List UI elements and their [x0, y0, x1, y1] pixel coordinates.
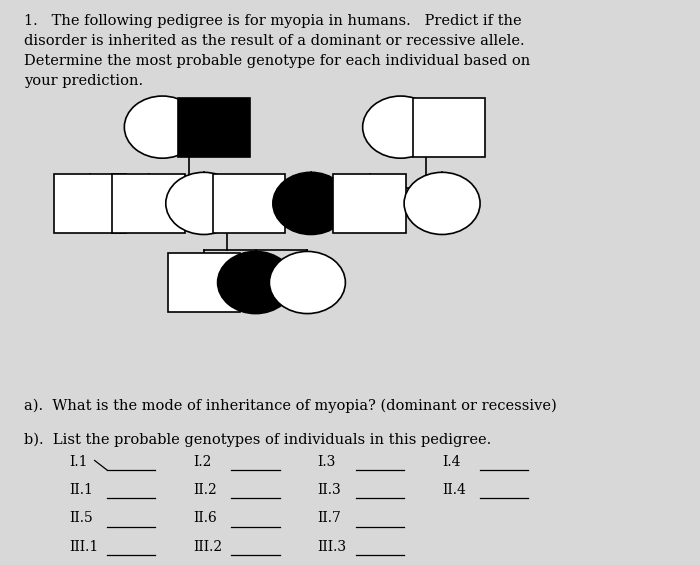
Circle shape — [125, 96, 200, 158]
Text: b).  List the probable genotypes of individuals in this pedigree.: b). List the probable genotypes of indiv… — [25, 432, 491, 446]
Circle shape — [273, 172, 349, 234]
FancyBboxPatch shape — [178, 98, 250, 157]
FancyBboxPatch shape — [168, 253, 240, 312]
Circle shape — [270, 251, 345, 314]
FancyBboxPatch shape — [213, 174, 285, 233]
FancyBboxPatch shape — [54, 174, 126, 233]
Text: I.3: I.3 — [318, 455, 336, 469]
FancyBboxPatch shape — [113, 174, 185, 233]
Text: II.3: II.3 — [318, 483, 342, 497]
Text: II.7: II.7 — [318, 511, 342, 525]
Circle shape — [218, 251, 293, 314]
Circle shape — [404, 172, 480, 234]
Text: I.2: I.2 — [193, 455, 212, 469]
Text: III.3: III.3 — [318, 540, 347, 554]
Text: II.1: II.1 — [69, 483, 93, 497]
Text: II.6: II.6 — [193, 511, 217, 525]
Text: 1.   The following pedigree is for myopia in humans.   Predict if the
disorder i: 1. The following pedigree is for myopia … — [25, 14, 531, 88]
Circle shape — [363, 96, 439, 158]
Text: II.2: II.2 — [193, 483, 217, 497]
Text: II.5: II.5 — [69, 511, 93, 525]
FancyBboxPatch shape — [333, 174, 406, 233]
Text: I.4: I.4 — [442, 455, 461, 469]
Text: I.1: I.1 — [69, 455, 88, 469]
Text: a).  What is the mode of inheritance of myopia? (dominant or recessive): a). What is the mode of inheritance of m… — [25, 398, 557, 412]
Circle shape — [166, 172, 242, 234]
FancyBboxPatch shape — [413, 98, 485, 157]
Text: III.1: III.1 — [69, 540, 98, 554]
Text: II.4: II.4 — [442, 483, 466, 497]
Text: III.2: III.2 — [193, 540, 223, 554]
